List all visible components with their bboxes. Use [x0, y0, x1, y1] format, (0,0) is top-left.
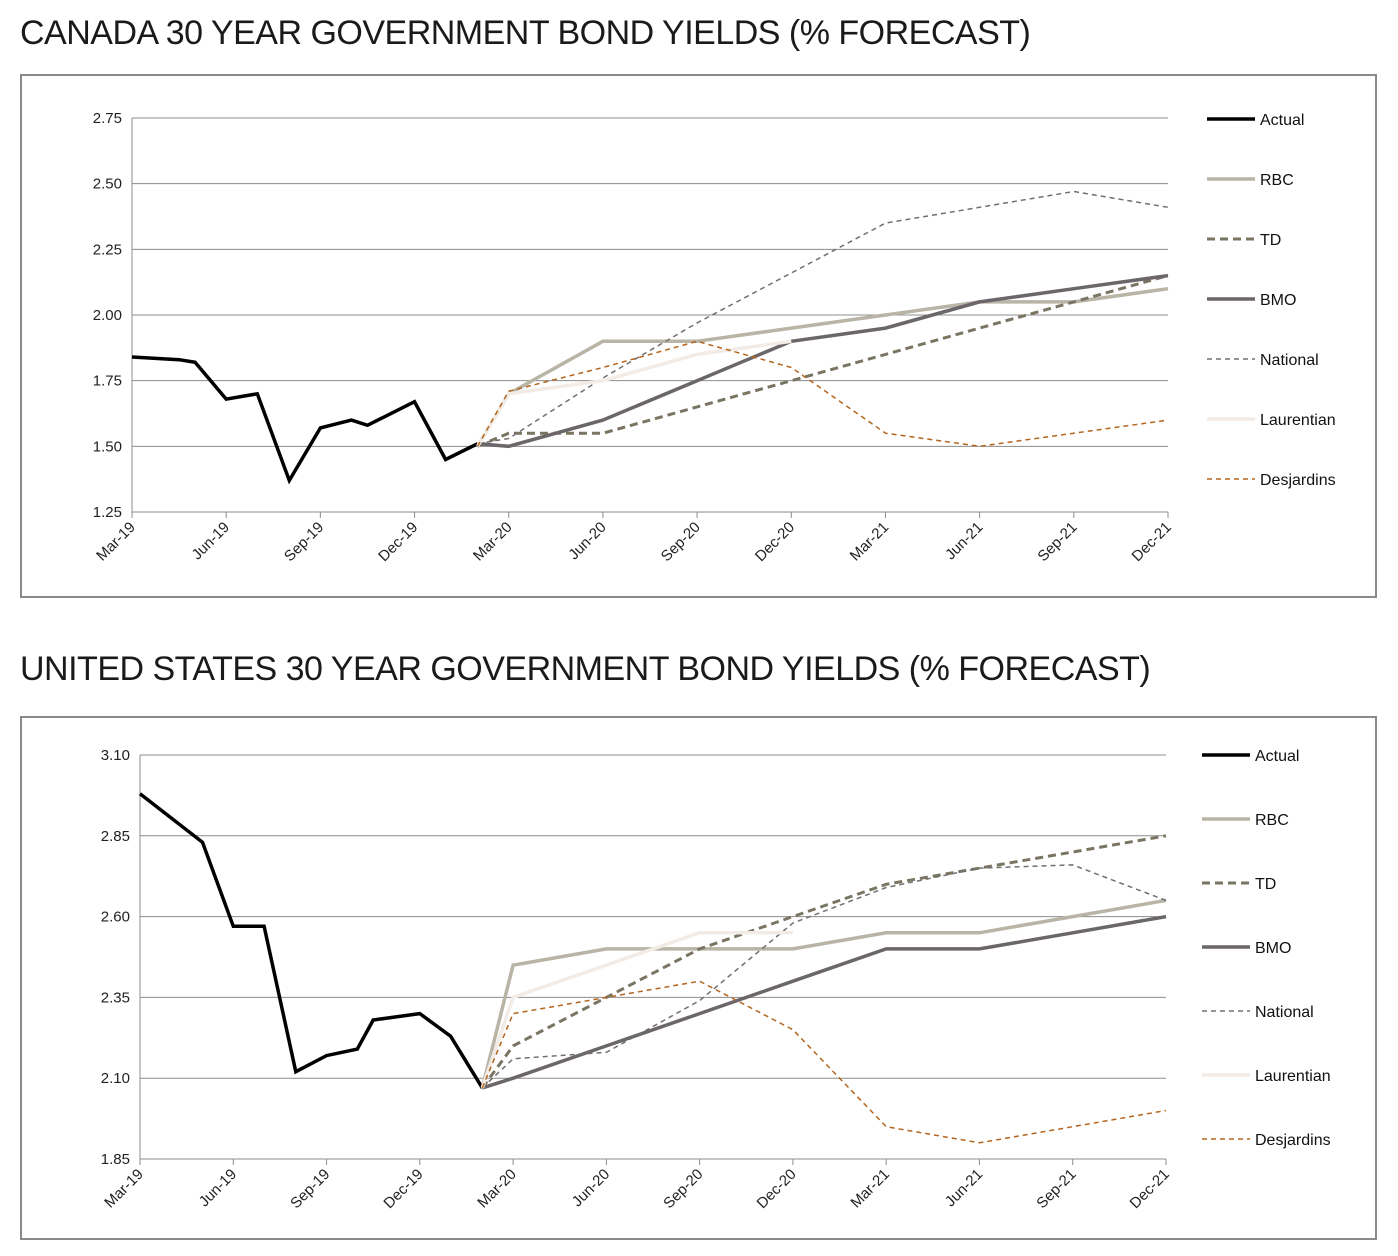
- series-line-desjardins: [476, 340, 1169, 448]
- x-tick-label: Sep-19: [287, 1166, 333, 1212]
- x-tick-label: Sep-21: [1033, 1166, 1079, 1212]
- x-tick-label: Jun-21: [942, 1166, 986, 1210]
- chart-title-united-states: UNITED STATES 30 YEAR GOVERNMENT BOND YI…: [20, 650, 1151, 688]
- x-tick-label: Mar-19: [101, 1166, 147, 1212]
- legend-label: RBC: [1255, 812, 1289, 829]
- series-line-laurentian: [480, 931, 793, 1089]
- x-tick-label: Jun-21: [942, 519, 986, 563]
- x-tick-label: Jun-20: [565, 519, 609, 563]
- x-tick-label: Dec-20: [754, 1166, 800, 1212]
- chart-panel-canada: 2.75 2.50 2.25 2.00 1.75 1.50 1.25 Mar-19 Jun-19…: [20, 74, 1377, 598]
- series-line-desjardins: [481, 980, 1167, 1144]
- legend-label: Desjardins: [1260, 472, 1336, 489]
- y-tick-label: 1.50: [93, 438, 122, 455]
- x-tick-label: Sep-21: [1034, 519, 1080, 565]
- legend-label: TD: [1255, 876, 1276, 893]
- x-tick-label: Dec-20: [752, 519, 798, 565]
- legend-label: TD: [1260, 232, 1281, 249]
- y-tick-label: 1.85: [101, 1151, 130, 1168]
- y-tick-label: 2.25: [93, 241, 122, 258]
- legend-label: Actual: [1260, 112, 1304, 129]
- legend-item-desjardins: Desjardins: [1202, 1132, 1331, 1149]
- series-line-national: [477, 190, 1169, 445]
- series-line-bmo: [481, 914, 1167, 1090]
- legend-item-laurentian: Laurentian: [1207, 412, 1336, 429]
- x-tick-label: Mar-20: [470, 519, 516, 565]
- legend-item-laurentian: Laurentian: [1202, 1068, 1331, 1085]
- legend-item-bmo: BMO: [1207, 292, 1296, 309]
- legend-label: Actual: [1255, 748, 1299, 765]
- y-tick-label: 2.60: [101, 909, 130, 926]
- x-tick-label: Jun-20: [569, 1166, 613, 1210]
- series-line-national: [481, 864, 1167, 1089]
- legend-item-td: TD: [1207, 232, 1281, 249]
- y-tick-label: 2.10: [101, 1070, 130, 1087]
- x-tick-label: Mar-21: [847, 1166, 893, 1212]
- series-line-rbc: [476, 286, 1169, 448]
- y-tick-label: 2.75: [93, 110, 122, 127]
- legend-item-desjardins: Desjardins: [1207, 472, 1336, 489]
- legend-label: National: [1260, 352, 1319, 369]
- legend-item-rbc: RBC: [1202, 812, 1289, 829]
- legend-item-national: National: [1207, 352, 1319, 369]
- legend-item-td: TD: [1202, 876, 1276, 893]
- series-line-actual: [131, 355, 479, 485]
- chart-title-canada: CANADA 30 YEAR GOVERNMENT BOND YIELDS (%…: [20, 14, 1031, 52]
- x-tick-label: Dec-21: [1127, 1166, 1173, 1212]
- x-tick-label: Dec-21: [1129, 519, 1175, 565]
- x-tick-label: Jun-19: [196, 1166, 240, 1210]
- x-tick-label: Sep-19: [281, 519, 327, 565]
- x-tick-label: Mar-19: [93, 519, 139, 565]
- y-tick-label: 2.00: [93, 307, 122, 324]
- legend-item-actual: Actual: [1202, 748, 1299, 765]
- x-tick-label: Dec-19: [380, 1166, 426, 1212]
- legend-item-bmo: BMO: [1202, 940, 1291, 957]
- series-line-td: [477, 274, 1169, 448]
- x-tick-label: Sep-20: [660, 1166, 706, 1212]
- x-tick-label: Jun-19: [189, 519, 233, 563]
- legend-label: BMO: [1255, 940, 1291, 957]
- legend-label: National: [1255, 1004, 1314, 1021]
- x-tick-label: Sep-20: [658, 519, 704, 565]
- legend-item-rbc: RBC: [1207, 172, 1294, 189]
- chart-panel-united-states: 3.10 2.85 2.60 2.35 2.10 1.85 Mar-19 Jun-19 Sep-…: [20, 716, 1377, 1240]
- legend-label: Laurentian: [1255, 1068, 1331, 1085]
- series-line-rbc: [480, 898, 1167, 1089]
- legend-label: Desjardins: [1255, 1132, 1331, 1149]
- series-line-actual: [138, 792, 484, 1089]
- x-tick-label: Dec-19: [375, 519, 421, 565]
- legend-label: Laurentian: [1260, 412, 1336, 429]
- legend-item-actual: Actual: [1207, 112, 1304, 129]
- x-tick-label: Mar-20: [474, 1166, 520, 1212]
- y-tick-label: 1.25: [93, 504, 122, 521]
- series-line-td: [481, 834, 1167, 1089]
- legend-label: BMO: [1260, 292, 1296, 309]
- y-tick-label: 1.75: [93, 373, 122, 390]
- legend-label: RBC: [1260, 172, 1294, 189]
- x-tick-label: Mar-21: [847, 519, 893, 565]
- y-tick-label: 2.85: [101, 828, 130, 845]
- legend-item-national: National: [1202, 1004, 1314, 1021]
- y-tick-label: 3.10: [101, 747, 130, 764]
- y-tick-label: 2.35: [101, 989, 130, 1006]
- y-tick-label: 2.50: [93, 176, 122, 193]
